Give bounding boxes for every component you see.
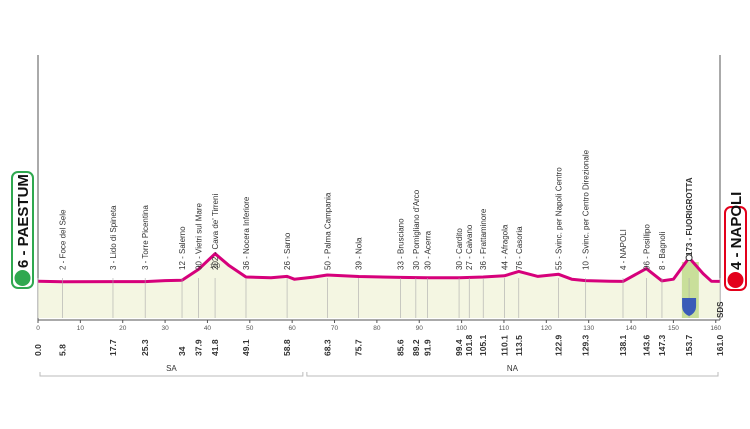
waypoint-label: 96 - Posillipo — [642, 224, 651, 270]
waypoint-label: 33 - Brusciano — [397, 218, 406, 270]
waypoint-label: 44 - Afragola — [500, 224, 509, 270]
waypoint-km: 41.8 — [210, 339, 220, 356]
tick-label: 0 — [36, 325, 40, 332]
tick-label: 110 — [499, 325, 510, 332]
finish-icon — [727, 272, 744, 288]
region-bracket — [39, 372, 304, 377]
alt-marker: 100 — [210, 264, 221, 270]
tick-label: 140 — [626, 325, 637, 332]
waypoint-km: 153.7 — [684, 334, 694, 356]
waypoint-label: 4 - NAPOLI — [619, 229, 628, 270]
tick-label: 60 — [289, 325, 297, 332]
tick-label: 130 — [583, 325, 594, 332]
waypoint-label: 2 - Foce del Sele — [59, 209, 68, 270]
waypoint-km: 85.6 — [396, 339, 406, 356]
waypoint-km: 75.7 — [354, 339, 364, 356]
waypoint-km: 17.7 — [108, 339, 118, 356]
waypoint-km: 110.1 — [499, 335, 509, 356]
waypoint-label: 36 - Frattaminore — [479, 208, 488, 270]
waypoint-km: 91.9 — [422, 339, 432, 356]
waypoint-km: 147.3 — [657, 334, 667, 356]
waypoint-km: 129.3 — [581, 334, 591, 356]
waypoint-label: 3 - Torre Picentina — [141, 205, 150, 270]
waypoint-km: 122.9 — [554, 334, 564, 356]
tick-label: 120 — [541, 325, 552, 332]
waypoint-label: 90 - Vietri sul Mare — [195, 202, 204, 270]
waypoint-km: 37.9 — [194, 339, 204, 356]
profile-area — [38, 253, 720, 318]
waypoint-km: 5.8 — [58, 344, 68, 356]
waypoint-label: 50 - Palma Campania — [323, 192, 332, 270]
waypoint-label: 26 - Sarno — [283, 232, 292, 270]
waypoint-km: 68.3 — [322, 339, 332, 356]
tick-label: 160 — [710, 325, 721, 332]
tick-label: 90 — [416, 325, 424, 332]
region-name: SA — [166, 364, 177, 373]
tick-label: 150 — [668, 325, 679, 332]
waypoint-label: 30 - Pomigliano d'Arco — [412, 189, 421, 270]
tick-label: 20 — [119, 325, 127, 332]
waypoint-km: 161.0 — [715, 334, 725, 356]
tick-label: 100 — [456, 325, 467, 332]
tick-label: 50 — [246, 325, 254, 332]
region-bracket — [306, 372, 719, 377]
waypoint-label: 30 - Cardito — [455, 228, 464, 270]
waypoint-km: 113.5 — [514, 335, 524, 356]
waypoint-label: 30 - Acerra — [423, 230, 432, 270]
tick-label: 70 — [331, 325, 339, 332]
waypoint-km: 138.1 — [618, 334, 628, 356]
waypoint-km: 105.1 — [478, 334, 488, 356]
waypoint-label: 3 - Lido di Spineta — [109, 205, 118, 270]
waypoint-label: 202 - Cava de' Tirreni — [211, 194, 220, 270]
waypoint-label: 76 - Casoria — [515, 226, 524, 270]
waypoint-km: 99.4 — [454, 339, 464, 356]
start-badge — [11, 171, 34, 289]
waypoint-label: 55 - Svinc. per Napoli Centro — [555, 167, 564, 270]
profile-line — [37, 252, 721, 284]
finish-badge — [724, 206, 747, 291]
waypoint-km: 0.0 — [33, 344, 43, 356]
tick-label: 80 — [373, 325, 381, 332]
kom-shield — [682, 298, 697, 316]
waypoint-label: 39 - Nola — [355, 237, 364, 270]
tick-label: 40 — [204, 325, 212, 332]
waypoint-km: 101.8 — [464, 334, 474, 356]
waypoint-km: 49.1 — [241, 339, 251, 356]
waypoint-km: 89.2 — [411, 339, 421, 356]
waypoint-label: 173 - FUORIGROTTA — [685, 177, 694, 256]
start-name: 6 - PAESTUM — [15, 174, 32, 268]
start-icon — [14, 270, 31, 286]
tick-label: 30 — [161, 325, 169, 332]
finish-dot — [685, 254, 693, 262]
waypoint-label: 12 - Salerno — [178, 226, 187, 270]
waypoint-label: 36 - Nocera Inferiore — [242, 196, 251, 270]
sds-label: SDS — [716, 301, 725, 318]
region-name: NA — [507, 364, 519, 373]
waypoint-km: 58.8 — [282, 339, 292, 356]
waypoint-label: 27 - Caivano — [465, 224, 474, 270]
waypoint-km: 143.6 — [641, 334, 651, 356]
waypoint-label: 10 - Svinc. per Centro Direzionale — [582, 149, 591, 270]
waypoint-km: 34 — [177, 346, 187, 356]
waypoint-km: 25.3 — [140, 339, 150, 356]
waypoint-label: 8 - Bagnoli — [658, 232, 667, 270]
tick-label: 10 — [77, 325, 85, 332]
finish-name: 4 - NAPOLI — [728, 192, 745, 270]
